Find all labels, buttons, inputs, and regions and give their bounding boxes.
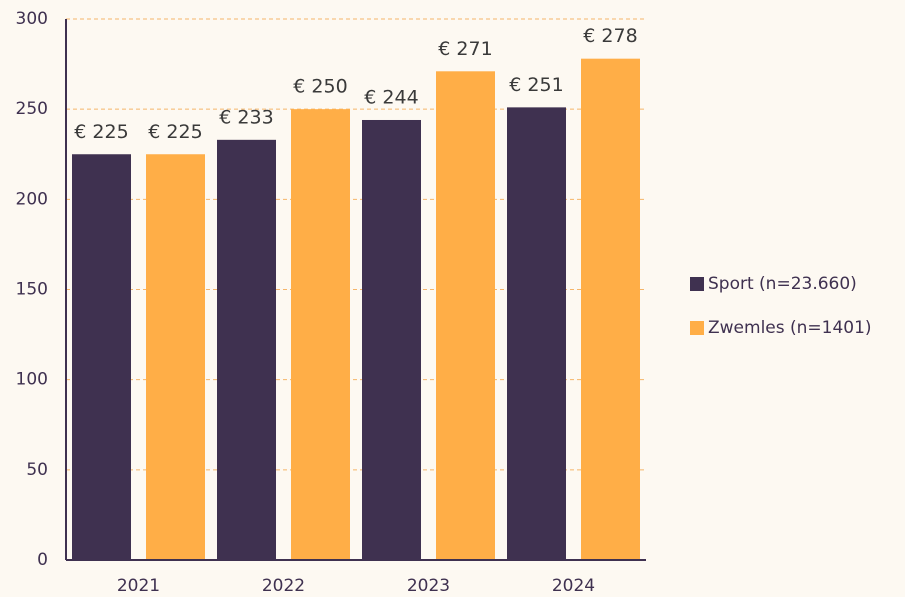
x-tick-label: 2022 [262,576,305,596]
legend-swatch [690,321,704,335]
y-tick-label: 50 [26,460,48,480]
bar [291,109,350,561]
y-tick-label: 100 [16,370,48,390]
value-label: € 271 [438,38,492,60]
legend-swatch [690,277,704,291]
y-tick-label: 150 [16,280,48,300]
value-label: € 278 [583,25,637,47]
bar [362,119,421,560]
value-label: € 250 [293,76,347,98]
x-tick-label: 2023 [407,576,450,596]
bar [436,71,495,561]
y-tick-label: 250 [16,99,48,119]
bar [507,107,566,560]
bar [217,139,276,560]
value-label: € 251 [509,74,563,96]
value-label: € 225 [74,121,128,143]
bar [581,58,640,560]
bar [146,154,205,560]
legend-label: Zwemles (n=1401) [708,318,872,338]
bar [72,154,131,560]
y-tick-label: 300 [16,9,48,29]
y-tick-label: 0 [37,550,48,570]
legend-label: Sport (n=23.660) [708,274,857,294]
value-label: € 233 [219,106,273,128]
x-tick-label: 2024 [552,576,595,596]
x-tick-label: 2021 [117,576,160,596]
y-tick-label: 200 [16,189,48,209]
value-label: € 244 [364,86,418,108]
value-label: € 225 [148,121,202,143]
